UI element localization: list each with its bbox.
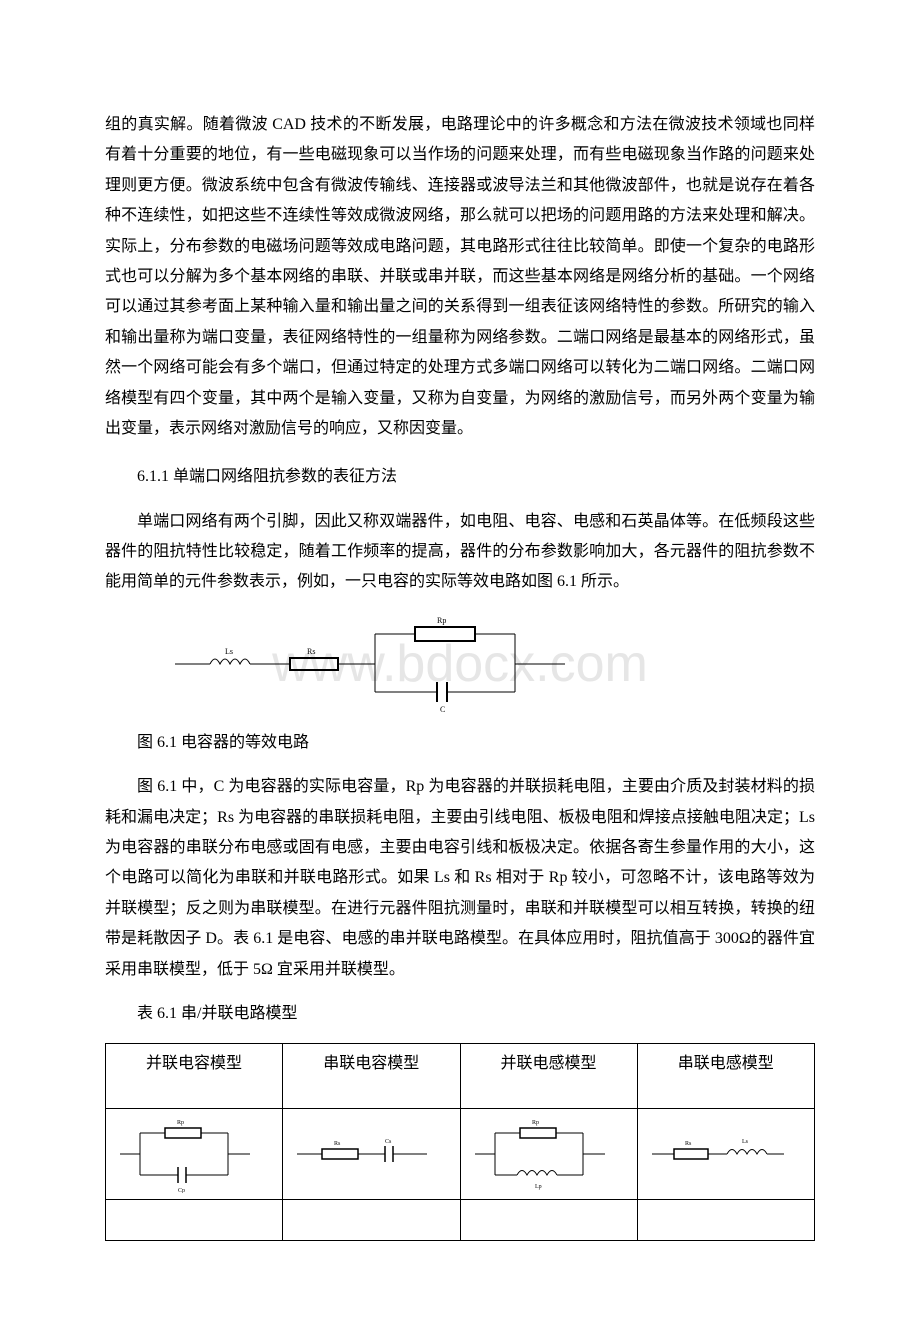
th-parallel-cap: 并联电容模型 — [106, 1044, 283, 1109]
cell-series-cap-circuit: Rs Cs — [283, 1109, 460, 1200]
model-table: 并联电容模型 串联电容模型 并联电感模型 串联电感模型 Rp — [105, 1043, 815, 1241]
th-series-ind: 串联电感模型 — [637, 1044, 814, 1109]
label-c: C — [440, 705, 445, 714]
section-heading-611: 6.1.1 单端口网络阻抗参数的表征方法 — [105, 462, 815, 492]
mini-label-lp: Lp — [535, 1184, 542, 1190]
table-circuit-row: Rp Cp — [106, 1109, 815, 1200]
mini-label-ls2: Ls — [742, 1139, 749, 1145]
mini-label-rs1: Rs — [334, 1141, 341, 1147]
cell-series-ind-circuit: Rs Ls — [637, 1109, 814, 1200]
table-empty-row — [106, 1200, 815, 1241]
cell-parallel-ind-circuit: Rp Lp — [460, 1109, 637, 1200]
mini-label-cs: Cs — [385, 1139, 392, 1145]
table-6-1: 并联电容模型 串联电容模型 并联电感模型 串联电感模型 Rp — [105, 1043, 815, 1241]
figure-6-1-svg: Ls Rs Rp C — [165, 614, 585, 714]
paragraph-intro: 组的真实解。随着微波 CAD 技术的不断发展，电路理论中的许多概念和方法在微波技… — [105, 110, 815, 444]
paragraph-fig61-explain: 图 6.1 中，C 为电容器的实际电容量，Rp 为电容器的并联损耗电阻，主要由介… — [105, 772, 815, 985]
document-page: 组的真实解。随着微波 CAD 技术的不断发展，电路理论中的许多概念和方法在微波技… — [0, 0, 920, 1321]
th-series-cap: 串联电容模型 — [283, 1044, 460, 1109]
paragraph-611-body: 单端口网络有两个引脚，因此又称双端器件，如电阻、电容、电感和石英晶体等。在低频段… — [105, 507, 815, 598]
th-parallel-ind: 并联电感模型 — [460, 1044, 637, 1109]
mini-label-rp2: Rp — [532, 1120, 539, 1126]
figure-6-1-caption: 图 6.1 电容器的等效电路 — [105, 728, 815, 758]
table-6-1-caption: 表 6.1 串/并联电路模型 — [105, 999, 815, 1029]
mini-label-rs2: Rs — [685, 1141, 692, 1147]
empty-cell-3 — [460, 1200, 637, 1241]
label-ls: Ls — [225, 647, 233, 656]
table-header-row: 并联电容模型 串联电容模型 并联电感模型 串联电感模型 — [106, 1044, 815, 1109]
label-rs: Rs — [307, 647, 315, 656]
empty-cell-2 — [283, 1200, 460, 1241]
cell-parallel-cap-circuit: Rp Cp — [106, 1109, 283, 1200]
empty-cell-1 — [106, 1200, 283, 1241]
mini-label-rp1: Rp — [177, 1120, 184, 1126]
label-rp: Rp — [437, 616, 446, 625]
mini-label-cp: Cp — [178, 1188, 185, 1193]
figure-6-1: www.bdocx.com Ls Rs Rp — [105, 614, 815, 714]
empty-cell-4 — [637, 1200, 814, 1241]
